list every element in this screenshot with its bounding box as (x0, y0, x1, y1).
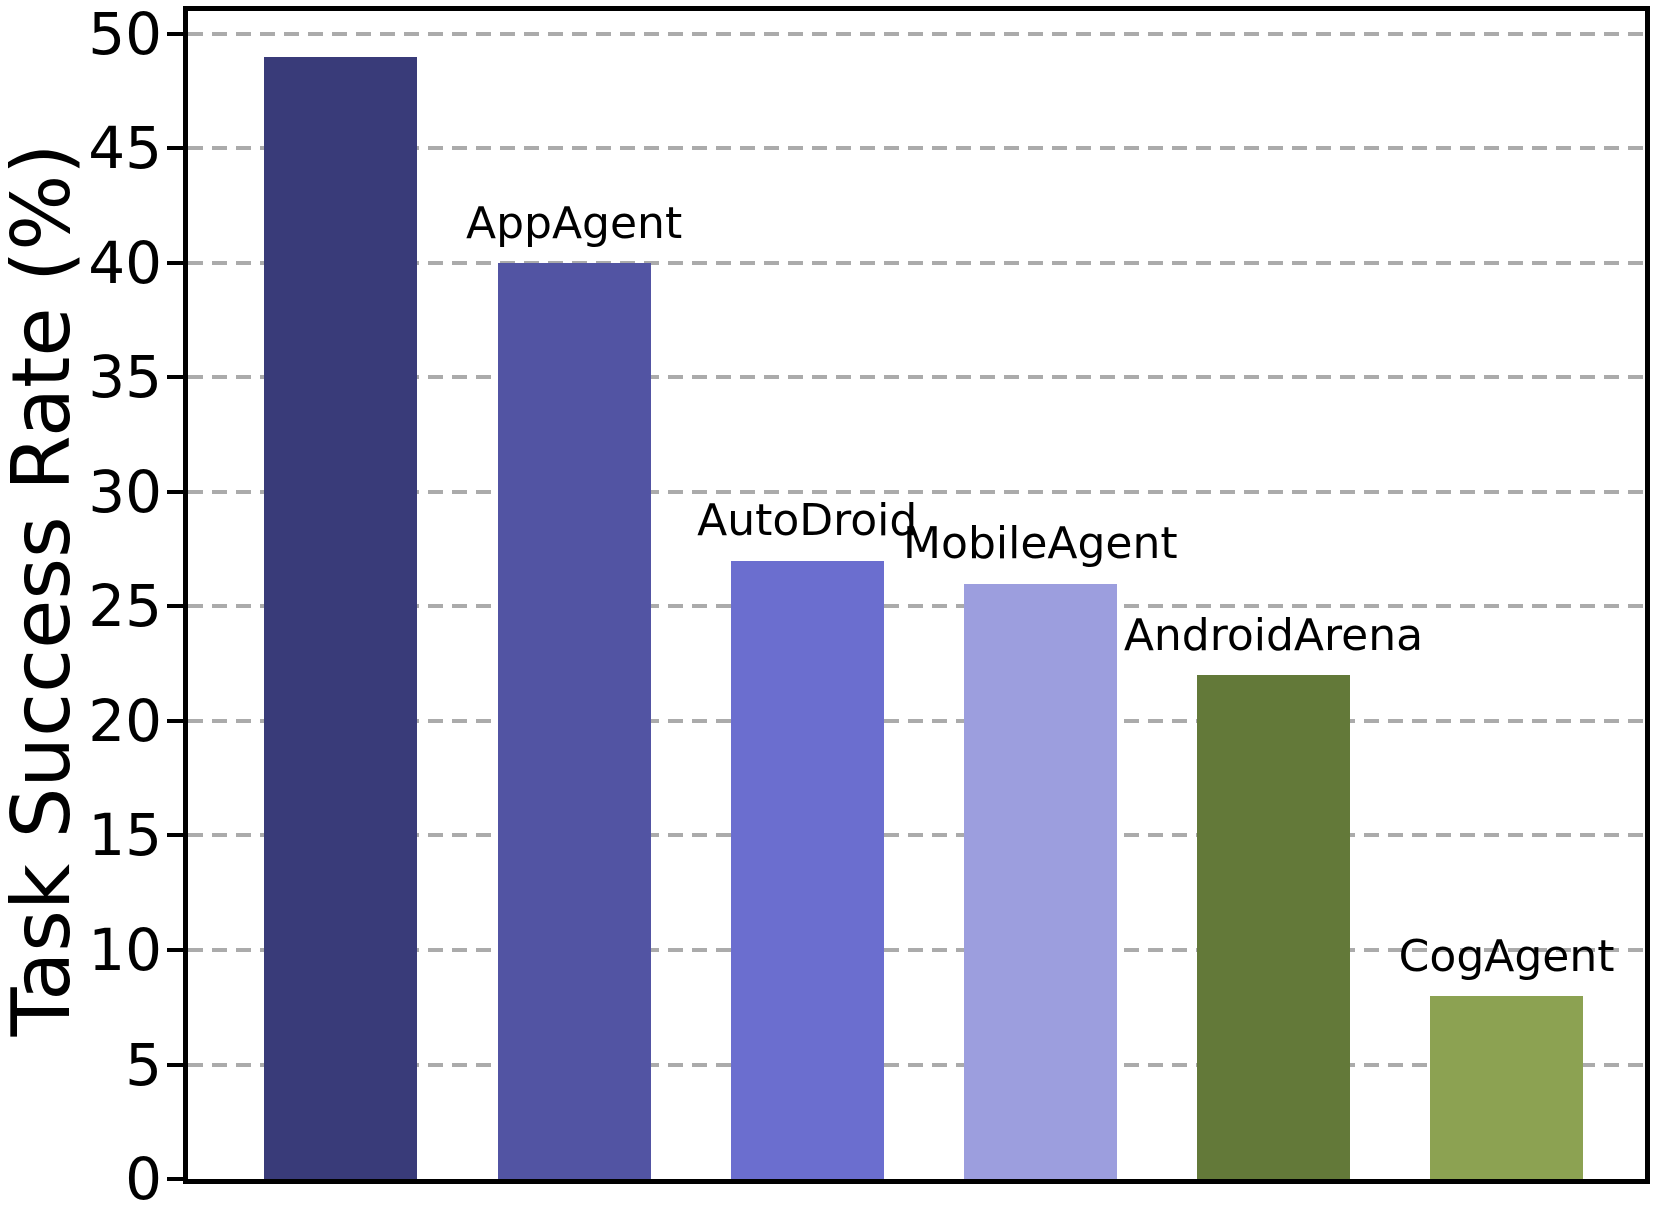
y-tick-mark-35 (167, 375, 184, 380)
plot-area: 0 5 10 15 20 25 30 35 40 45 50 AppAgent AutoDroid Mob… (88, 5, 1650, 1208)
y-tick-mark-30 (167, 489, 184, 494)
y-tick-label-20: 20 (88, 686, 162, 755)
gridline-25 (188, 604, 1645, 609)
y-tick-mark-45 (167, 146, 184, 151)
bar-androidarena (1196, 675, 1350, 1179)
gridline-5 (188, 1062, 1645, 1067)
y-tick-mark-10 (167, 947, 184, 952)
y-tick-mark-50 (167, 31, 184, 36)
gridline-30 (188, 489, 1645, 494)
y-tick-mark-20 (167, 718, 184, 723)
y-tick-label-15: 15 (88, 801, 162, 870)
bar-label-mobileagent: MobileAgent (903, 518, 1178, 570)
bar-mobileagent (963, 583, 1117, 1179)
y-tick-label-40: 40 (88, 228, 162, 297)
bar-appagent (497, 262, 651, 1179)
y-tick-mark-15 (167, 833, 184, 838)
bar-label-cogagent: CogAgent (1398, 930, 1615, 982)
bar-label-appagent: AppAgent (465, 197, 683, 249)
y-tick-mark-5 (167, 1062, 184, 1067)
gridline-15 (188, 833, 1645, 838)
bar-unlabeled (264, 56, 418, 1179)
gridline-40 (188, 260, 1645, 265)
gridline-20 (188, 718, 1645, 723)
y-tick-label-30: 30 (88, 457, 162, 526)
bar-autodroid (730, 560, 884, 1179)
y-tick-mark-25 (167, 604, 184, 609)
gridline-50 (188, 31, 1645, 36)
y-tick-label-45: 45 (88, 114, 162, 183)
bar-label-androidarena: AndroidArena (1123, 609, 1424, 661)
y-tick-label-10: 10 (88, 915, 162, 984)
bar-cogagent (1430, 995, 1584, 1179)
y-tick-label-35: 35 (88, 343, 162, 412)
y-tick-label-25: 25 (88, 572, 162, 641)
bar-label-autodroid: AutoDroid (697, 495, 918, 547)
y-tick-mark-0 (167, 1177, 184, 1181)
gridline-10 (188, 947, 1645, 952)
gridline-45 (188, 146, 1645, 151)
y-axis-label: Task Success Rate (%) (0, 143, 88, 1037)
y-tick-label-5: 5 (125, 1030, 162, 1099)
gridline-35 (188, 375, 1645, 380)
y-tick-mark-40 (167, 260, 184, 265)
y-tick-label-50: 50 (88, 0, 162, 68)
y-tick-label-0: 0 (125, 1145, 162, 1209)
